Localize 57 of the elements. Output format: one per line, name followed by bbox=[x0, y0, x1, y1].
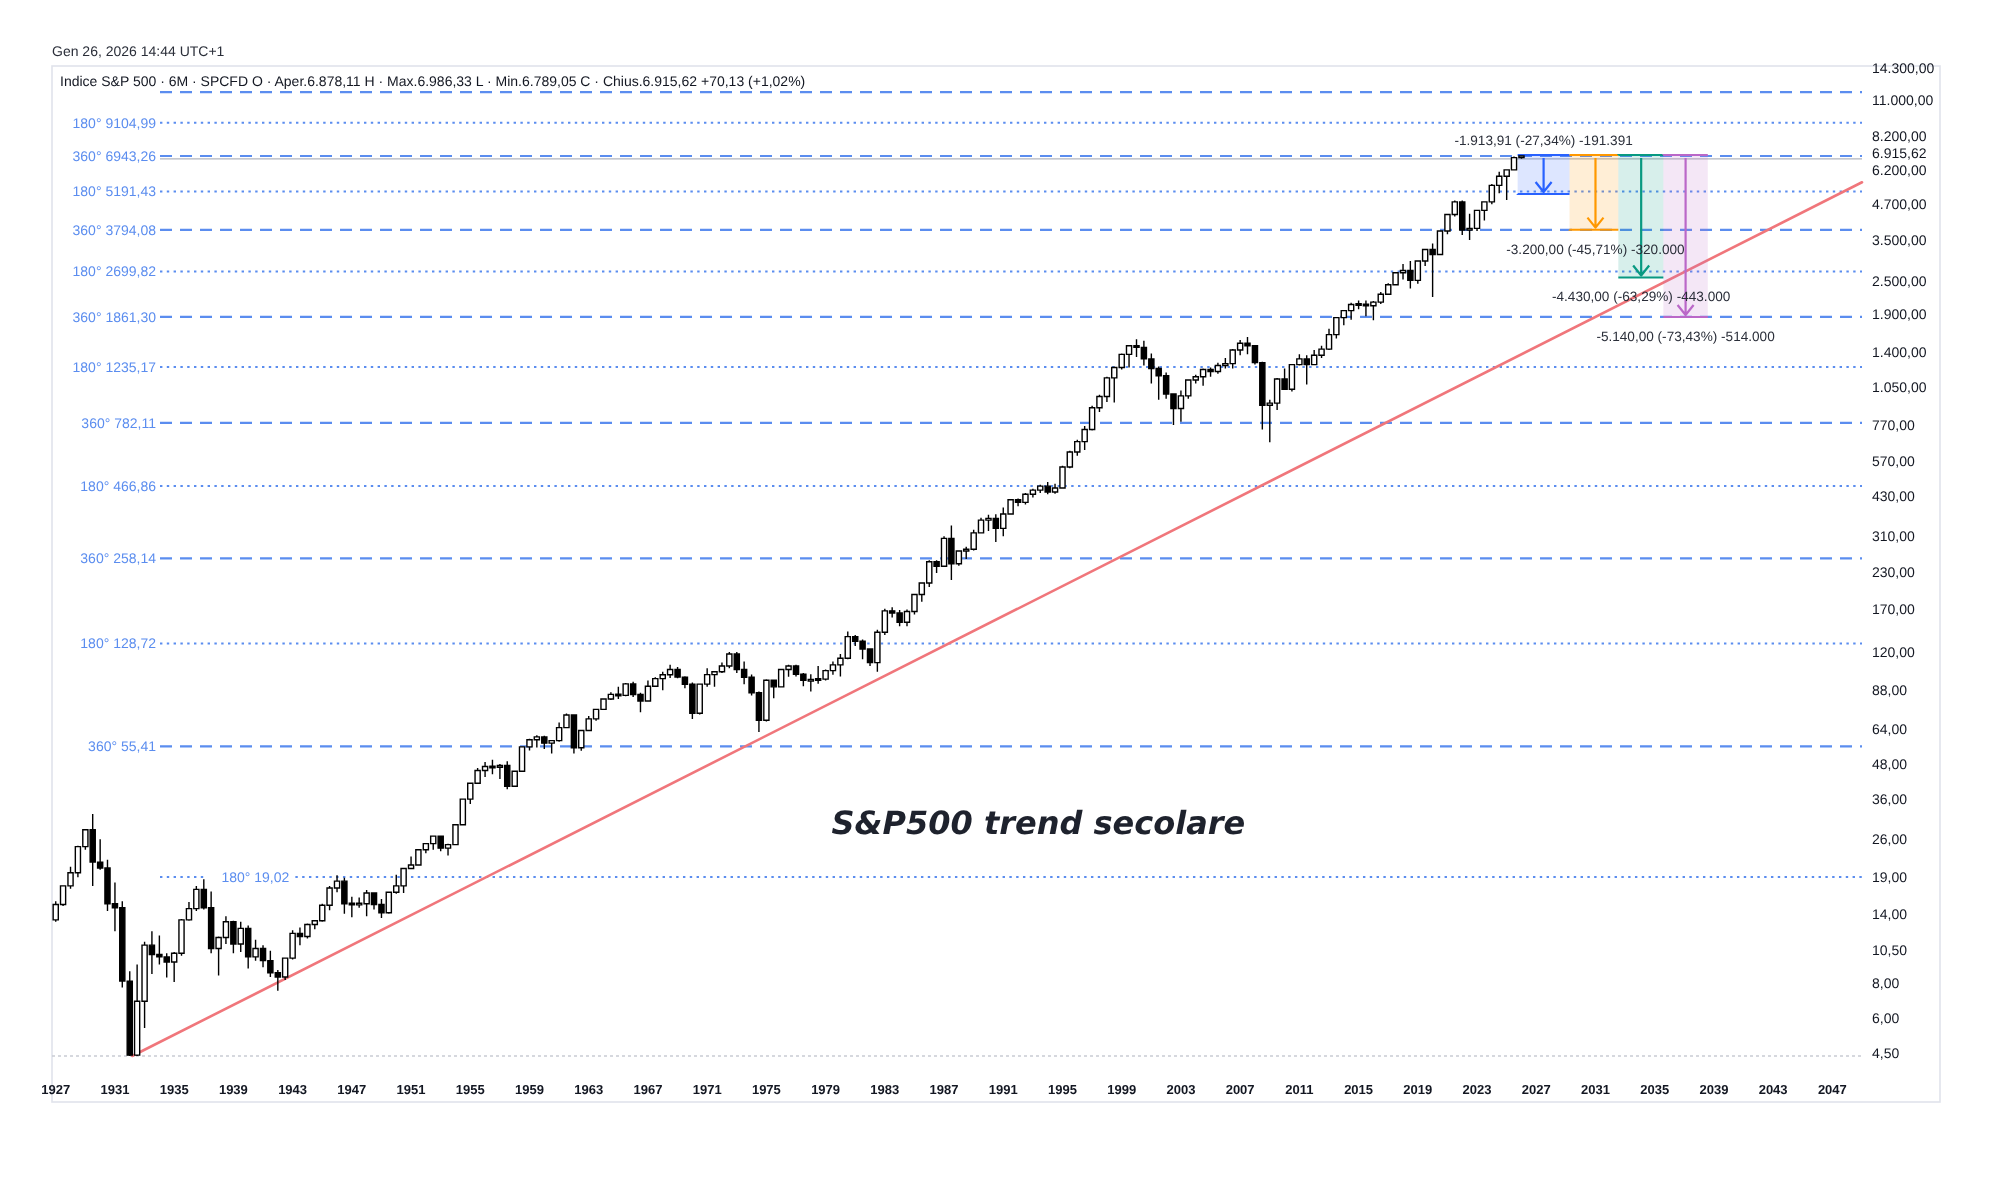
candlestick bbox=[1399, 263, 1407, 281]
text: S&P500 trend secolare bbox=[831, 804, 1246, 842]
candlestick bbox=[1458, 199, 1466, 236]
candlestick bbox=[481, 761, 489, 778]
candlestick bbox=[726, 651, 733, 669]
candlestick bbox=[370, 891, 378, 911]
candlestick bbox=[1347, 302, 1355, 321]
candlestick bbox=[541, 735, 548, 750]
candlestick bbox=[1473, 209, 1481, 232]
candlestick bbox=[244, 924, 252, 970]
candlestick bbox=[807, 673, 815, 693]
candlestick bbox=[503, 760, 511, 791]
candlestick bbox=[822, 668, 829, 682]
candlestick bbox=[230, 920, 237, 954]
candlestick bbox=[859, 638, 866, 661]
candlestick bbox=[533, 734, 541, 749]
candlestick bbox=[674, 666, 681, 680]
candlestick bbox=[1125, 345, 1133, 369]
candlestick bbox=[615, 686, 622, 700]
candlestick bbox=[689, 681, 696, 720]
candlestick bbox=[1044, 481, 1051, 495]
candlestick bbox=[355, 896, 363, 909]
candlestick bbox=[415, 848, 422, 867]
candlestick bbox=[1036, 484, 1044, 494]
candlestick bbox=[1392, 271, 1399, 287]
candlestick bbox=[1207, 366, 1214, 378]
candlestick bbox=[1014, 497, 1022, 508]
candlestick bbox=[363, 889, 370, 917]
candlestick bbox=[792, 664, 800, 678]
candlestick bbox=[659, 671, 667, 691]
candlestick bbox=[800, 672, 807, 687]
candlestick bbox=[1222, 357, 1229, 370]
candlestick bbox=[814, 665, 822, 685]
candlestick bbox=[341, 877, 348, 915]
candlestick bbox=[948, 524, 955, 581]
candlestick bbox=[992, 513, 1000, 543]
candlestick bbox=[1370, 300, 1377, 322]
candlestick bbox=[622, 682, 629, 697]
candlestick bbox=[1214, 361, 1222, 375]
candlestick bbox=[378, 898, 385, 919]
candlestick bbox=[89, 813, 96, 887]
candlestick bbox=[1362, 299, 1370, 318]
candlestick bbox=[1022, 492, 1029, 506]
candlestick bbox=[437, 834, 444, 852]
candlestick bbox=[570, 713, 578, 755]
candlestick bbox=[1199, 367, 1207, 387]
candlestick bbox=[1303, 354, 1310, 386]
candlestick bbox=[304, 922, 311, 940]
candlestick bbox=[1029, 488, 1037, 499]
candlestick bbox=[489, 759, 496, 776]
candlestick bbox=[1000, 506, 1007, 538]
candlestick bbox=[1407, 260, 1414, 290]
candlestick bbox=[829, 660, 837, 676]
candlestick bbox=[896, 609, 903, 628]
candlestick bbox=[711, 671, 718, 688]
candlestick bbox=[429, 835, 437, 851]
candlestick bbox=[1229, 348, 1236, 370]
